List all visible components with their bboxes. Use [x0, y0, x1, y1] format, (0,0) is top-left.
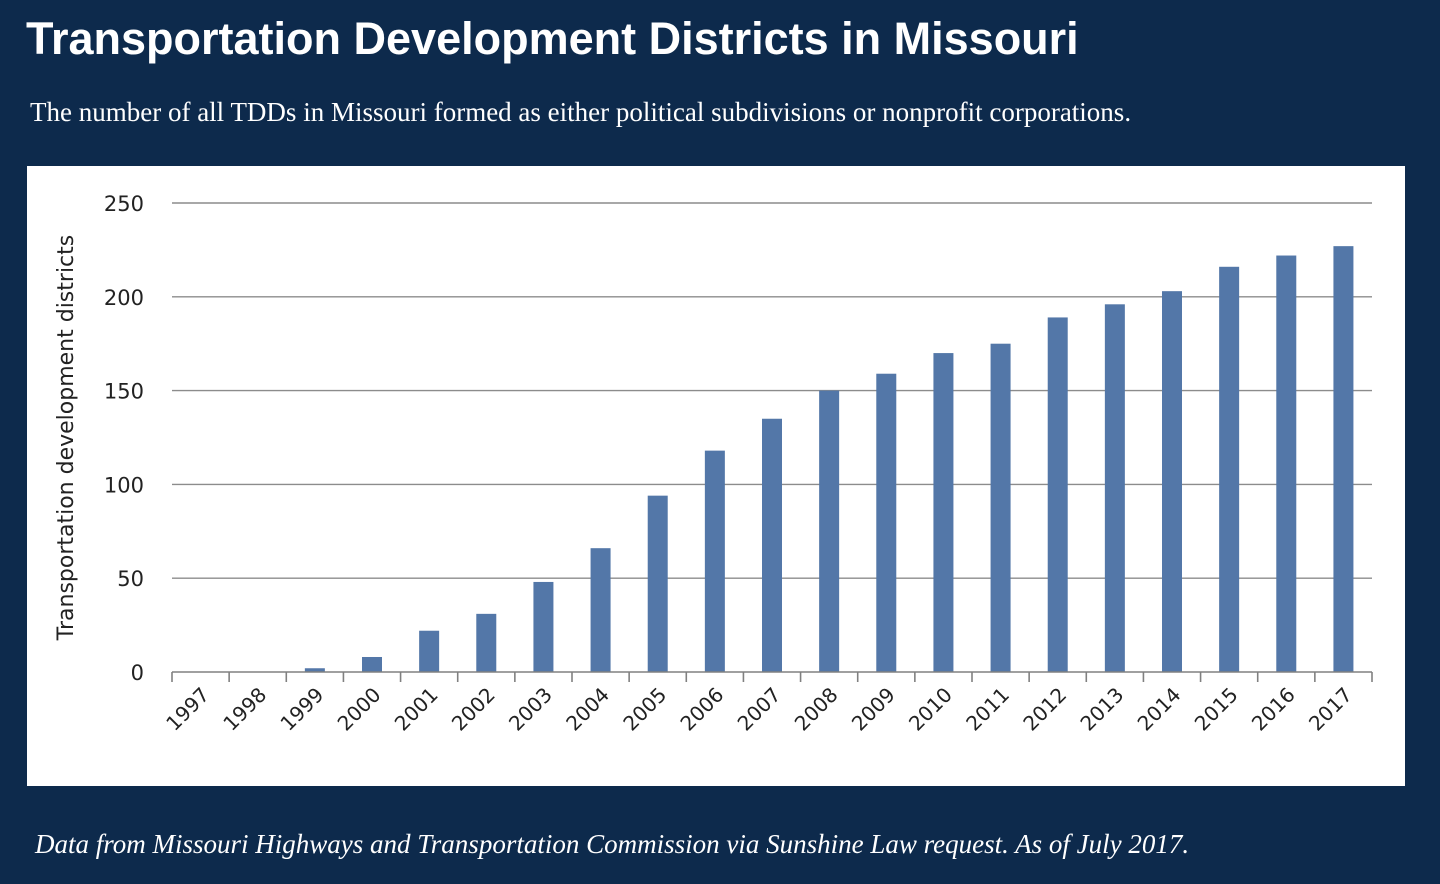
x-tick-label: 2003	[504, 683, 557, 736]
x-tick-label: 2000	[333, 683, 386, 736]
x-tick-label: 2010	[904, 683, 957, 736]
y-tick-label: 50	[117, 567, 144, 591]
bar-2000	[362, 656, 382, 672]
bars	[304, 246, 1354, 672]
y-tick-label: 0	[131, 661, 144, 685]
x-tick-label: 2004	[561, 683, 614, 736]
x-tick-label: 2013	[1075, 683, 1128, 736]
bar-2004	[590, 548, 611, 672]
y-axis-label: Transportation development districts	[54, 235, 79, 641]
bar-2010	[933, 353, 954, 672]
x-tick-label: 2002	[447, 683, 500, 736]
bar-2011	[990, 343, 1011, 672]
x-tick-label: 2011	[961, 683, 1014, 736]
x-tick-label: 2017	[1304, 683, 1357, 736]
bar-2013	[1104, 304, 1125, 672]
bar-2012	[1047, 317, 1068, 672]
x-tick-label: 1998	[218, 683, 271, 736]
x-tick-label: 1997	[161, 683, 214, 736]
bar-2014	[1162, 291, 1182, 672]
bar-chart: 0 50 100 150 200 250 1997 1998 1999 2000 2001 2002…	[54, 192, 1373, 736]
y-tick-label: 100	[104, 473, 144, 497]
x-axis	[171, 671, 1373, 682]
x-tick-label: 2001	[390, 683, 443, 736]
x-tick-label: 2005	[618, 683, 671, 736]
y-tick-label: 200	[104, 286, 144, 310]
chart-title: Transportation Development Districts in …	[26, 13, 1079, 64]
x-tick-label: 2008	[790, 683, 843, 736]
bar-2017	[1333, 246, 1354, 672]
x-tick-label: 2006	[675, 683, 728, 736]
y-tick-label: 250	[104, 192, 144, 216]
bar-1999	[304, 668, 325, 672]
x-tick-label: 2009	[847, 683, 900, 736]
y-axis-ticks: 0 50 100 150 200 250	[104, 192, 144, 685]
bar-2015	[1219, 266, 1240, 672]
x-tick-label: 2016	[1247, 683, 1300, 736]
x-tick-label: 2015	[1190, 683, 1243, 736]
chart-subtitle: The number of all TDDs in Missouri forme…	[30, 97, 1132, 127]
source-note: Data from Missouri Highways and Transpor…	[35, 829, 1190, 859]
bar-2002	[476, 613, 497, 672]
bar-2008	[819, 390, 840, 672]
y-tick-label: 150	[104, 380, 144, 404]
bar-2016	[1276, 255, 1297, 672]
x-tick-label: 2014	[1133, 683, 1186, 736]
x-axis-ticks: 1997 1998 1999 2000 2001 2002 2003 2004 2005 2006…	[161, 683, 1357, 736]
x-tick-label: 2012	[1018, 683, 1071, 736]
bar-2007	[762, 418, 782, 672]
bar-2009	[876, 373, 897, 672]
bar-2003	[533, 581, 554, 672]
chart-panel: 0 50 100 150 200 250 1997 1998 1999 2000 2001 2002…	[27, 166, 1405, 786]
bar-2006	[704, 450, 725, 672]
x-tick-label: 2007	[733, 683, 786, 736]
bar-2001	[419, 630, 440, 672]
x-tick-label: 1999	[275, 683, 328, 736]
bar-2005	[647, 495, 668, 672]
